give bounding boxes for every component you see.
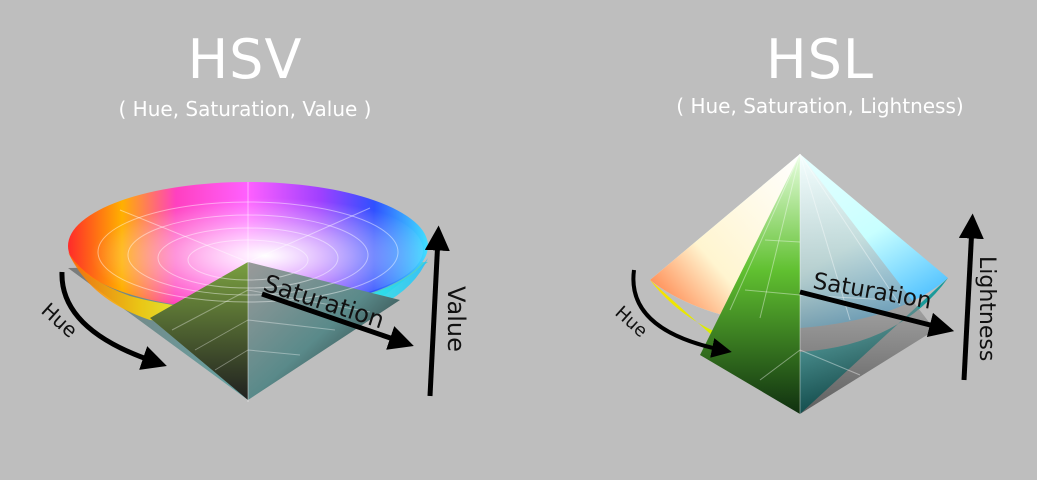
hsv-hue-arrow — [59, 271, 167, 370]
hsv-value-label: Value — [442, 286, 470, 352]
hsv-cut-face-right — [248, 262, 400, 400]
hsl-subtitle: ( Hue, Saturation, Lightness) — [676, 94, 964, 118]
hsl-hue-arrow — [631, 269, 732, 358]
hsv-subtitle: ( Hue, Saturation, Value ) — [118, 97, 372, 121]
hsl-saturation-arrow — [799, 289, 955, 338]
hsv-hue-label: Hue — [37, 298, 83, 343]
hsv-saturation-glow — [73, 192, 423, 308]
hsl-lightness-arrow — [958, 213, 984, 381]
hsv-cone — [68, 182, 428, 402]
hsl-lightness-label: Lightness — [974, 256, 999, 361]
hsl-hue-label: Hue — [611, 302, 652, 342]
hsv-title: HSV — [187, 28, 303, 91]
hsv-cut-face-left — [150, 262, 248, 400]
hsv-value-arrow — [424, 225, 450, 397]
hsl-title: HSL — [766, 28, 874, 91]
hsv-saturation-arrow — [261, 291, 414, 350]
hsl-cut-face-right — [800, 154, 935, 414]
